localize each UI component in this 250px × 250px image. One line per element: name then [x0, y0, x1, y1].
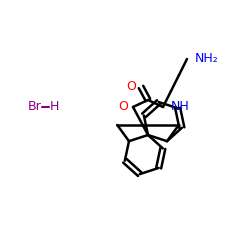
Text: NH₂: NH₂: [195, 52, 219, 64]
Text: Br: Br: [28, 100, 42, 114]
Text: H: H: [50, 100, 59, 114]
Text: O: O: [126, 80, 136, 94]
Text: NH: NH: [171, 100, 190, 112]
Text: O: O: [118, 100, 128, 114]
